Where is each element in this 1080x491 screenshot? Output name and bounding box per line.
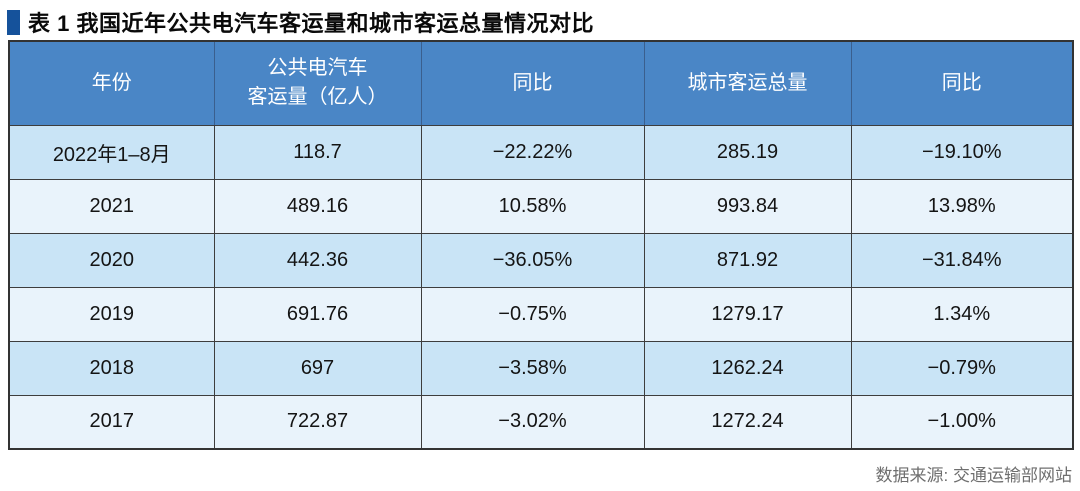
table-title: 表 1 我国近年公共电汽车客运量和城市客运总量情况对比: [28, 11, 594, 36]
yoy-cell: −3.58%: [420, 340, 645, 396]
urban-total-cell: 1262.24: [643, 340, 852, 396]
table-title-row: 表 1 我国近年公共电汽车客运量和城市客运总量情况对比: [7, 6, 594, 38]
urban-total-cell: 285.19: [643, 124, 852, 180]
urban-total-cell: 1272.24: [643, 394, 852, 450]
table-header-row: 年份 公共电汽车 客运量（亿人） 同比 城市客运总量 同比: [8, 40, 1074, 126]
yoy-cell: −36.05%: [420, 232, 645, 288]
year-cell: 2021: [8, 178, 215, 234]
urban-total-cell: 1279.17: [643, 286, 852, 342]
yoy-cell: −3.02%: [420, 394, 645, 450]
column-header-yoy-2: 同比: [850, 40, 1074, 126]
table-row: 2020 442.36 −36.05% 871.92 −31.84%: [8, 232, 1074, 288]
table-row: 2017 722.87 −3.02% 1272.24 −1.00%: [8, 394, 1074, 450]
column-header-bus-volume: 公共电汽车 客运量（亿人）: [213, 40, 422, 126]
yoy-cell: −0.75%: [420, 286, 645, 342]
table-row: 2019 691.76 −0.75% 1279.17 1.34%: [8, 286, 1074, 342]
year-cell: 2020: [8, 232, 215, 288]
bus-volume-cell: 118.7: [213, 124, 422, 180]
year-cell: 2018: [8, 340, 215, 396]
data-source-note: 数据来源: 交通运输部网站: [875, 466, 1072, 485]
column-header-yoy-1: 同比: [420, 40, 645, 126]
table-row: 2018 697 −3.58% 1262.24 −0.79%: [8, 340, 1074, 396]
bus-volume-cell: 442.36: [213, 232, 422, 288]
column-header-urban-total: 城市客运总量: [643, 40, 852, 126]
table-row: 年份 公共电汽车 客运量（亿人） 同比 城市客运总量 同比: [8, 40, 1074, 126]
table-row: 2022年1–8月 118.7 −22.22% 285.19 −19.10%: [8, 124, 1074, 180]
bus-volume-cell: 722.87: [213, 394, 422, 450]
yoy-cell: −1.00%: [850, 394, 1074, 450]
title-marker-icon: [7, 9, 20, 35]
yoy-cell: −0.79%: [850, 340, 1074, 396]
bus-volume-cell: 697: [213, 340, 422, 396]
bus-volume-cell: 489.16: [213, 178, 422, 234]
year-cell: 2022年1–8月: [8, 124, 215, 180]
yoy-cell: 1.34%: [850, 286, 1074, 342]
year-cell: 2017: [8, 394, 215, 450]
yoy-cell: −22.22%: [420, 124, 645, 180]
yoy-cell: −31.84%: [850, 232, 1074, 288]
yoy-cell: 13.98%: [850, 178, 1074, 234]
year-cell: 2019: [8, 286, 215, 342]
urban-total-cell: 993.84: [643, 178, 852, 234]
passenger-volume-comparison-table: 年份 公共电汽车 客运量（亿人） 同比 城市客运总量 同比 2022年1–8月 …: [8, 40, 1074, 450]
yoy-cell: −19.10%: [850, 124, 1074, 180]
bus-volume-cell: 691.76: [213, 286, 422, 342]
yoy-cell: 10.58%: [420, 178, 645, 234]
table-row: 2021 489.16 10.58% 993.84 13.98%: [8, 178, 1074, 234]
column-header-year: 年份: [8, 40, 215, 126]
urban-total-cell: 871.92: [643, 232, 852, 288]
